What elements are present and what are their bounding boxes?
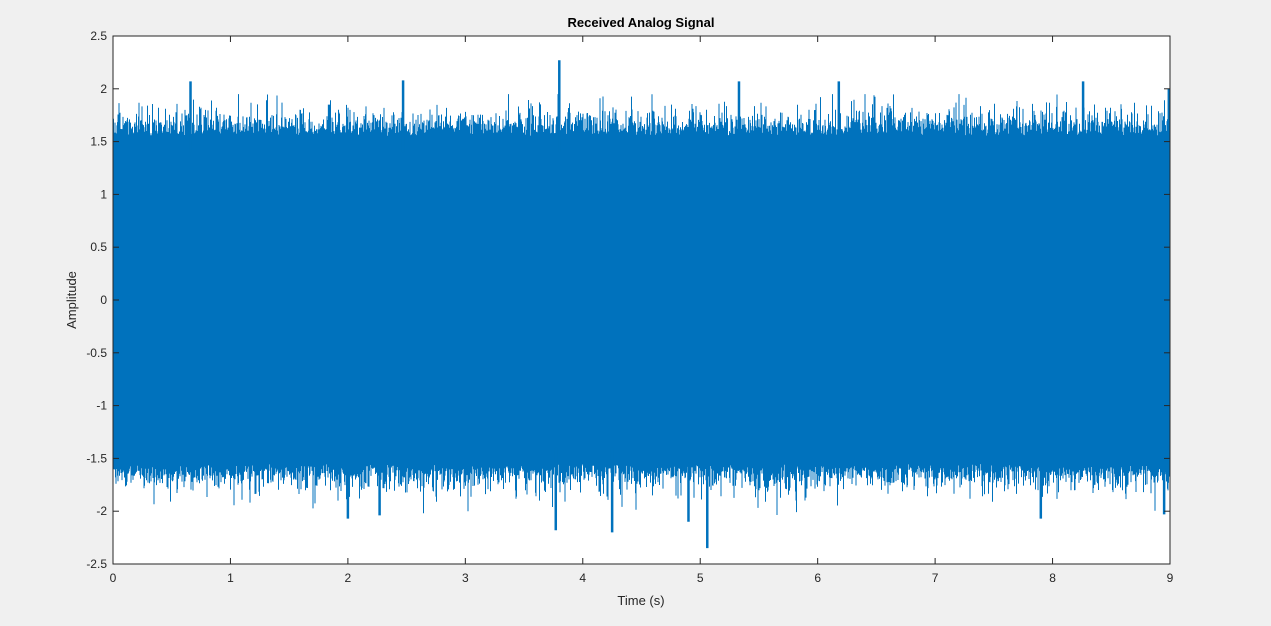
y-axis-label: Amplitude [64, 271, 79, 329]
x-tick-label: 7 [932, 571, 939, 585]
x-tick-label: 6 [814, 571, 821, 585]
y-tick-label: -1.5 [86, 451, 107, 465]
x-tick-label: 0 [110, 571, 117, 585]
x-tick-label: 8 [1049, 571, 1056, 585]
y-tick-label: -2 [96, 504, 107, 518]
x-tick-label: 2 [345, 571, 352, 585]
x-tick-label: 5 [697, 571, 704, 585]
y-tick-label: 1.5 [90, 135, 107, 149]
y-axis: -2.5 -2 -1.5 -1 -0.5 0 0.5 1 1.5 2 2.5 [86, 29, 1170, 571]
x-tick-label: 9 [1167, 571, 1174, 585]
x-tick-label: 4 [579, 571, 586, 585]
y-tick-label: 1 [100, 187, 107, 201]
y-tick-label: 2 [100, 82, 107, 96]
y-tick-label: -0.5 [86, 346, 107, 360]
x-axis-label: Time (s) [617, 593, 664, 608]
x-tick-label: 1 [227, 571, 234, 585]
y-tick-label: 2.5 [90, 29, 107, 43]
x-axis: 0 1 2 3 4 5 6 7 8 9 [110, 36, 1174, 585]
signal-band [113, 94, 1170, 517]
x-tick-label: 3 [462, 571, 469, 585]
y-tick-label: 0.5 [90, 240, 107, 254]
y-tick-label: -1 [96, 399, 107, 413]
y-tick-label: -2.5 [86, 557, 107, 571]
series-layer [113, 60, 1170, 549]
y-tick-label: 0 [100, 293, 107, 307]
chart-title: Received Analog Signal [568, 15, 715, 30]
